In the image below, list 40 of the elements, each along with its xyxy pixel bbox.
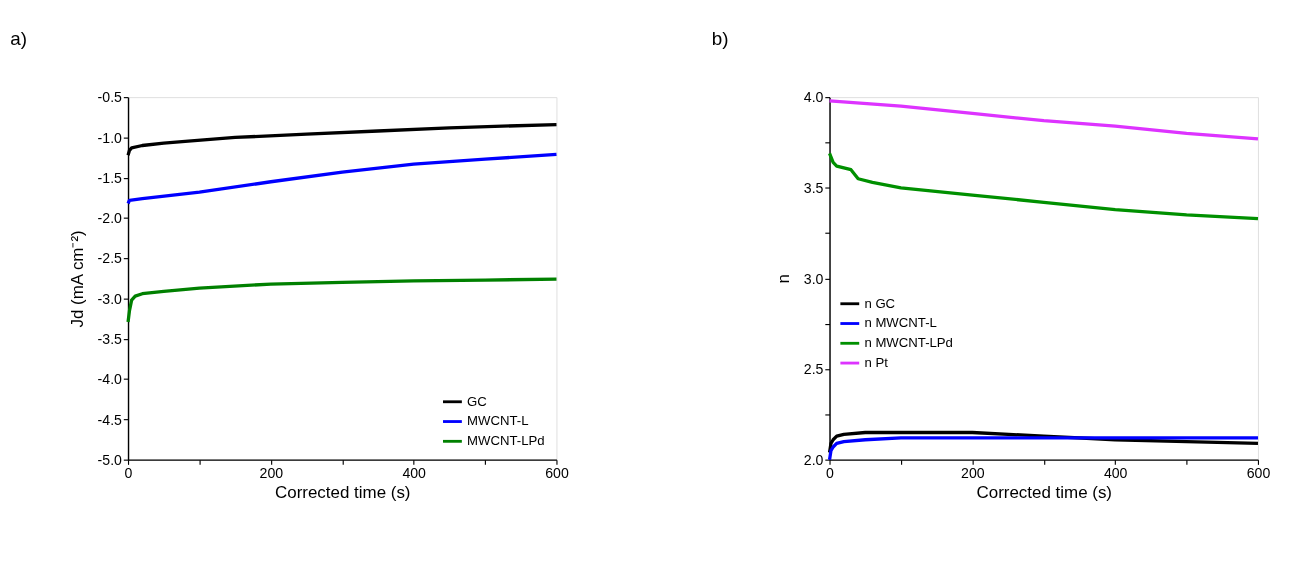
y-tick-label: 3.5 xyxy=(803,179,824,196)
y-tick-label: -4.5 xyxy=(97,411,123,428)
y-tick-label: -5.0 xyxy=(97,451,123,468)
y-tick-label: -2.0 xyxy=(97,210,123,227)
y-axis-title: Jd (mA cm⁻²) xyxy=(67,230,87,328)
x-tick-label: 0 xyxy=(124,465,133,482)
y-tick-label: -2.5 xyxy=(97,250,123,267)
y-tick-label: 3.0 xyxy=(803,270,824,287)
x-axis-title: Corrected time (s) xyxy=(976,482,1113,502)
line-series xyxy=(827,99,1260,141)
y-tick-label: -1.0 xyxy=(97,129,123,146)
x-axis-title: Corrected time (s) xyxy=(274,482,411,502)
legend-label: MWCNT-L xyxy=(467,413,529,429)
x-tick-label: 200 xyxy=(259,465,284,482)
x-tick-label: 400 xyxy=(402,465,427,482)
x-tick-label: 600 xyxy=(1246,465,1271,482)
line-series xyxy=(827,151,1260,221)
y-tick-label: -3.0 xyxy=(97,290,123,307)
y-tick-label: -1.5 xyxy=(97,169,123,186)
line-series xyxy=(126,152,559,206)
x-tick-label: 600 xyxy=(545,465,569,482)
legend-label: n GC xyxy=(864,295,896,311)
y-tick-label: -4.0 xyxy=(97,371,123,388)
x-tick-label: 400 xyxy=(1103,465,1128,482)
x-tick-label: 0 xyxy=(826,465,835,482)
chart-title: b) xyxy=(711,28,729,50)
y-tick-label: -0.5 xyxy=(97,89,123,106)
y-tick-label: 2.0 xyxy=(803,451,824,468)
y-tick-label: 2.5 xyxy=(803,361,824,378)
y-tick-label: -3.5 xyxy=(97,331,123,348)
line-series xyxy=(126,277,559,324)
y-axis-title: n xyxy=(773,274,793,284)
legend-label: GC xyxy=(467,393,488,409)
legend-label: MWCNT-LPd xyxy=(467,433,545,449)
chart-title: a) xyxy=(10,28,28,50)
legend-label: n Pt xyxy=(864,354,889,370)
x-tick-label: 200 xyxy=(961,465,985,482)
legend-label: n MWCNT-LPd xyxy=(864,335,953,351)
y-tick-label: 4.0 xyxy=(803,89,824,106)
legend-label: n MWCNT-L xyxy=(864,315,937,331)
